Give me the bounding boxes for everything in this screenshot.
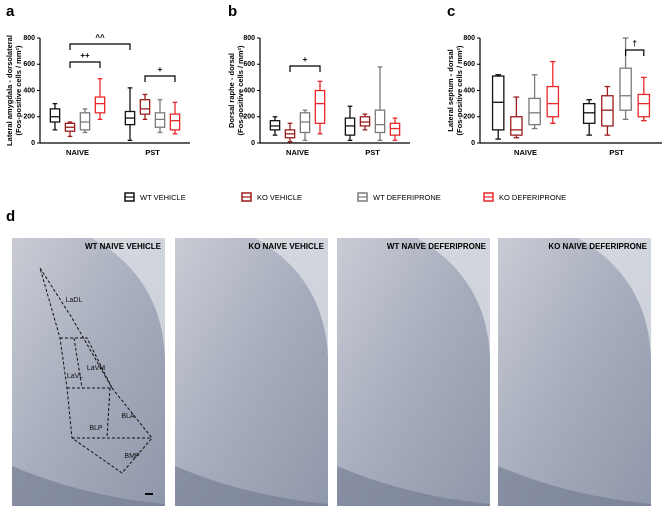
y-tick-label: 600	[243, 61, 255, 68]
y-tick-label: 800	[23, 35, 35, 42]
significance-bracket	[69, 61, 101, 68]
box	[619, 67, 632, 111]
x-tick-label: PST	[145, 148, 160, 157]
box	[546, 85, 560, 118]
tissue-light	[92, 238, 165, 358]
micrograph-title: WT NAIVE VEHICLE	[85, 242, 162, 251]
y-tick-label: 800	[463, 35, 475, 42]
y-tick-label: 400	[463, 87, 475, 94]
micrograph-image	[337, 238, 490, 506]
significance-bracket	[289, 65, 321, 72]
box	[94, 96, 106, 114]
significance-bracket	[144, 75, 176, 82]
micrograph: WT NAIVE VEHICLE	[12, 238, 165, 506]
region-label: LaVL	[67, 373, 83, 380]
y-tick-label: 0	[251, 140, 255, 147]
region-label: BLP	[89, 425, 103, 432]
box	[344, 117, 356, 136]
box	[154, 112, 166, 128]
y-tick-label: 0	[31, 140, 35, 147]
box	[269, 120, 281, 131]
box	[389, 122, 401, 136]
box	[139, 99, 151, 115]
box	[169, 113, 181, 131]
y-axis-title: (Fos-positive cells / mm²)	[455, 45, 464, 136]
x-tick-label: NAIVE	[286, 148, 309, 157]
box	[359, 116, 371, 127]
tissue-edge	[175, 466, 328, 506]
y-tick-label: 200	[23, 114, 35, 121]
y-axis-title: (Fos-positive cells / mm²)	[236, 45, 245, 136]
micrograph: WT NAIVE DEFERIPRONE	[337, 238, 490, 506]
legend-label: WT DEFERIPRONE	[373, 193, 441, 202]
y-axis-title: Lateral amygdala - dorsolateral	[5, 35, 14, 146]
x-tick-label: NAIVE	[514, 148, 537, 157]
y-axis-title: Dorsal raphe - dorsal	[227, 53, 236, 128]
region-label: BMP	[124, 453, 140, 460]
x-tick-label: NAIVE	[66, 148, 89, 157]
legend-label: KO VEHICLE	[257, 193, 302, 202]
micrograph-image	[175, 238, 328, 506]
y-tick-label: 600	[23, 61, 35, 68]
micrograph-title: WT NAIVE DEFERIPRONE	[387, 242, 487, 251]
x-tick-label: PST	[365, 148, 380, 157]
significance-label: ++	[80, 51, 90, 60]
tissue-edge	[498, 466, 651, 506]
y-tick-label: 400	[243, 87, 255, 94]
box	[637, 93, 651, 118]
micrograph: KO NAIVE VEHICLE	[175, 238, 328, 506]
region-outline	[39, 267, 153, 474]
significance-label: ^^	[95, 33, 105, 42]
y-tick-label: 200	[243, 114, 255, 121]
box	[601, 95, 614, 127]
significance-label: +	[158, 65, 163, 74]
tissue-light	[578, 238, 651, 358]
significance-bracket	[625, 49, 645, 56]
box	[582, 102, 596, 124]
tissue-edge	[337, 466, 490, 506]
tissue-light	[255, 238, 328, 358]
box	[299, 112, 311, 134]
micrograph-title: KO NAIVE DEFERIPRONE	[548, 242, 647, 251]
y-tick-label: 600	[463, 61, 475, 68]
region-label: LaDL	[66, 297, 83, 304]
y-tick-label: 200	[463, 114, 475, 121]
box	[374, 109, 386, 134]
y-axis-title: Lateral septum - dorsal	[446, 49, 455, 132]
box	[491, 75, 505, 131]
scale-bar	[145, 493, 153, 495]
micrograph-image	[12, 238, 165, 506]
panel-label: b	[228, 3, 237, 20]
region-label: BLA	[121, 413, 135, 420]
legend-label: KO DEFERIPRONE	[499, 193, 566, 202]
micrograph-image	[498, 238, 651, 506]
box	[79, 112, 91, 131]
tissue-light	[417, 238, 490, 358]
panel-label: d	[6, 208, 15, 225]
panel-label: c	[447, 3, 455, 20]
legend-label: WT VEHICLE	[140, 193, 186, 202]
significance-bracket	[69, 43, 131, 50]
box	[314, 89, 326, 124]
micrograph: KO NAIVE DEFERIPRONE	[498, 238, 651, 506]
tissue-edge	[12, 466, 165, 506]
significance-label: +	[303, 55, 308, 64]
y-tick-label: 800	[243, 35, 255, 42]
x-tick-label: PST	[609, 148, 624, 157]
box	[528, 97, 541, 126]
micrograph-title: KO NAIVE VEHICLE	[248, 242, 324, 251]
box	[49, 108, 61, 123]
panel-label: a	[6, 3, 15, 20]
region-label: LaVM	[87, 365, 105, 372]
y-axis-title: (Fos-positive cells / mm²)	[14, 45, 23, 136]
y-tick-label: 0	[471, 140, 475, 147]
significance-label: †	[632, 39, 636, 48]
y-tick-label: 400	[23, 87, 35, 94]
box	[510, 116, 523, 136]
